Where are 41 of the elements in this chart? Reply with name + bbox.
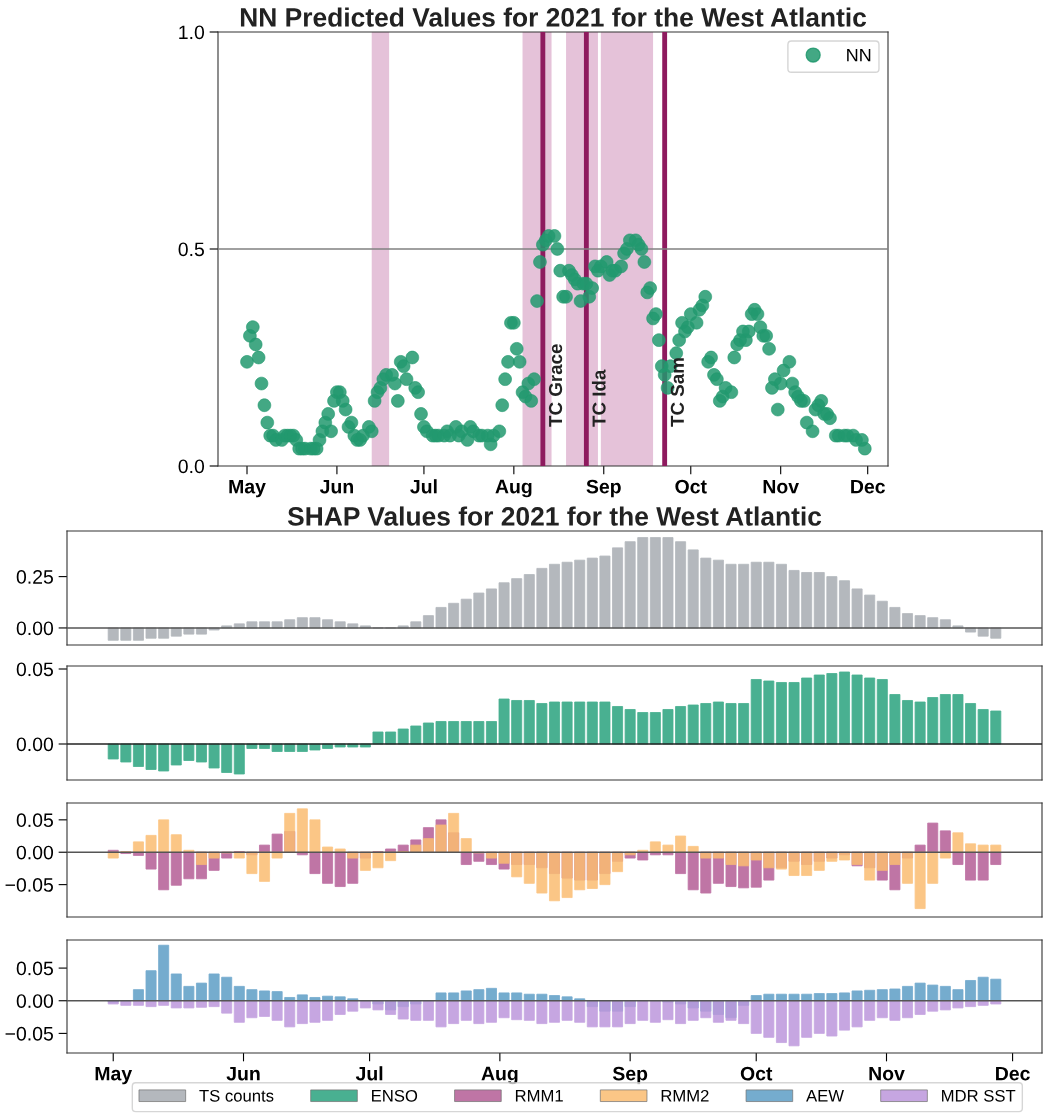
x-tick-label: Aug [481, 1066, 518, 1085]
chart-title: SHAP Values for 2021 for the West Atlantic [287, 506, 822, 526]
x-tick-label: Jul [355, 1066, 383, 1081]
y-tick-label: 1.0 [179, 25, 205, 40]
legend-label: MDR SST [942, 1089, 1016, 1102]
y-tick-label: 0.05 [16, 961, 53, 976]
y-tick-label: 0.05 [16, 813, 53, 828]
y-tick-label: −0.05 [5, 878, 53, 892]
x-tick-label: Sep [612, 1066, 648, 1085]
x-tick-label: Oct [675, 479, 707, 494]
y-tick-label: 0.00 [16, 737, 54, 752]
y-tick-label: 0.0 [178, 459, 205, 474]
x-tick-label: Dec [996, 1066, 1030, 1081]
legend-label: ENSO [372, 1089, 418, 1102]
legend-label: AEW [806, 1090, 844, 1102]
legend-label: NN [847, 48, 871, 62]
x-tick-label: Aug [495, 479, 532, 498]
y-tick-label: −0.05 [5, 1026, 53, 1041]
x-tick-label: Jun [226, 1066, 260, 1081]
legend-label: RMM2 [661, 1089, 709, 1102]
x-tick-label: Jul [410, 479, 437, 494]
x-tick-label: Oct [740, 1066, 773, 1081]
ref-line-label: TC Sam [670, 358, 684, 427]
y-tick-label: 0.25 [16, 570, 53, 584]
y-tick-label: 0.00 [16, 845, 54, 860]
x-tick-label: Nov [869, 1066, 905, 1081]
y-tick-label: 0.00 [16, 621, 54, 636]
y-tick-label: 0.00 [16, 994, 54, 1008]
y-tick-label: 0.05 [16, 662, 53, 677]
x-tick-label: Dec [851, 479, 885, 494]
x-tick-label: Jun [319, 479, 353, 494]
ref-line-label: TC Grace [548, 344, 563, 427]
ref-line-label: TC Ida [591, 369, 606, 427]
x-tick-label: May [95, 1066, 133, 1085]
y-tick-label: 0.5 [178, 242, 204, 257]
x-tick-label: Sep [586, 479, 621, 498]
x-tick-label: May [229, 479, 266, 498]
chart-title: NN Predicted Values for 2021 for the West Atlantic [240, 7, 867, 27]
legend-label: RMM1 [515, 1090, 563, 1102]
x-tick-label: Nov [763, 479, 799, 494]
legend-label: TS counts [199, 1089, 274, 1102]
